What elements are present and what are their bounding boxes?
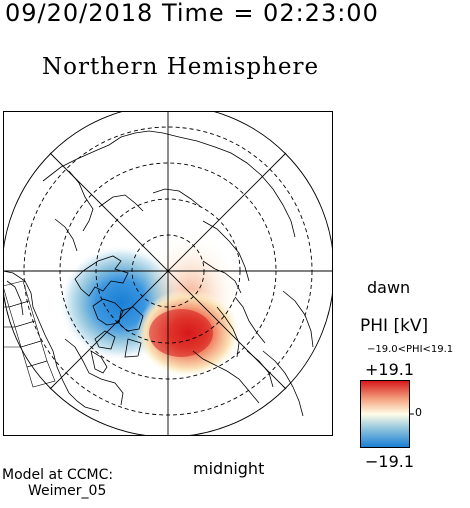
- colorbar-title: PHI [kV]: [360, 316, 429, 336]
- coastlines: [3, 130, 314, 417]
- midnight-label: midnight: [193, 459, 265, 478]
- colorbar-zero-tick: [409, 413, 414, 415]
- meridians: [3, 111, 333, 436]
- datetime-header: 09/20/2018 Time = 02:23:00: [5, 0, 379, 27]
- left-graticule: [3, 280, 56, 388]
- polar-map-plot: [3, 111, 333, 436]
- colorbar: [360, 380, 410, 448]
- plot-title: Northern Hemisphere: [42, 54, 320, 80]
- colorbar-range-text: −19.0<PHI<19.1: [367, 344, 454, 355]
- model-credit-line1: Model at CCMC:: [2, 467, 114, 483]
- model-credit-line2: Weimer_05: [28, 483, 107, 499]
- colorbar-zero-label: 0: [415, 406, 422, 419]
- colorbar-min-label: −19.1: [365, 452, 415, 471]
- dawn-label: dawn: [367, 278, 411, 297]
- positive-potential-cell-core: [149, 309, 213, 357]
- colorbar-max-label: +19.1: [365, 360, 415, 379]
